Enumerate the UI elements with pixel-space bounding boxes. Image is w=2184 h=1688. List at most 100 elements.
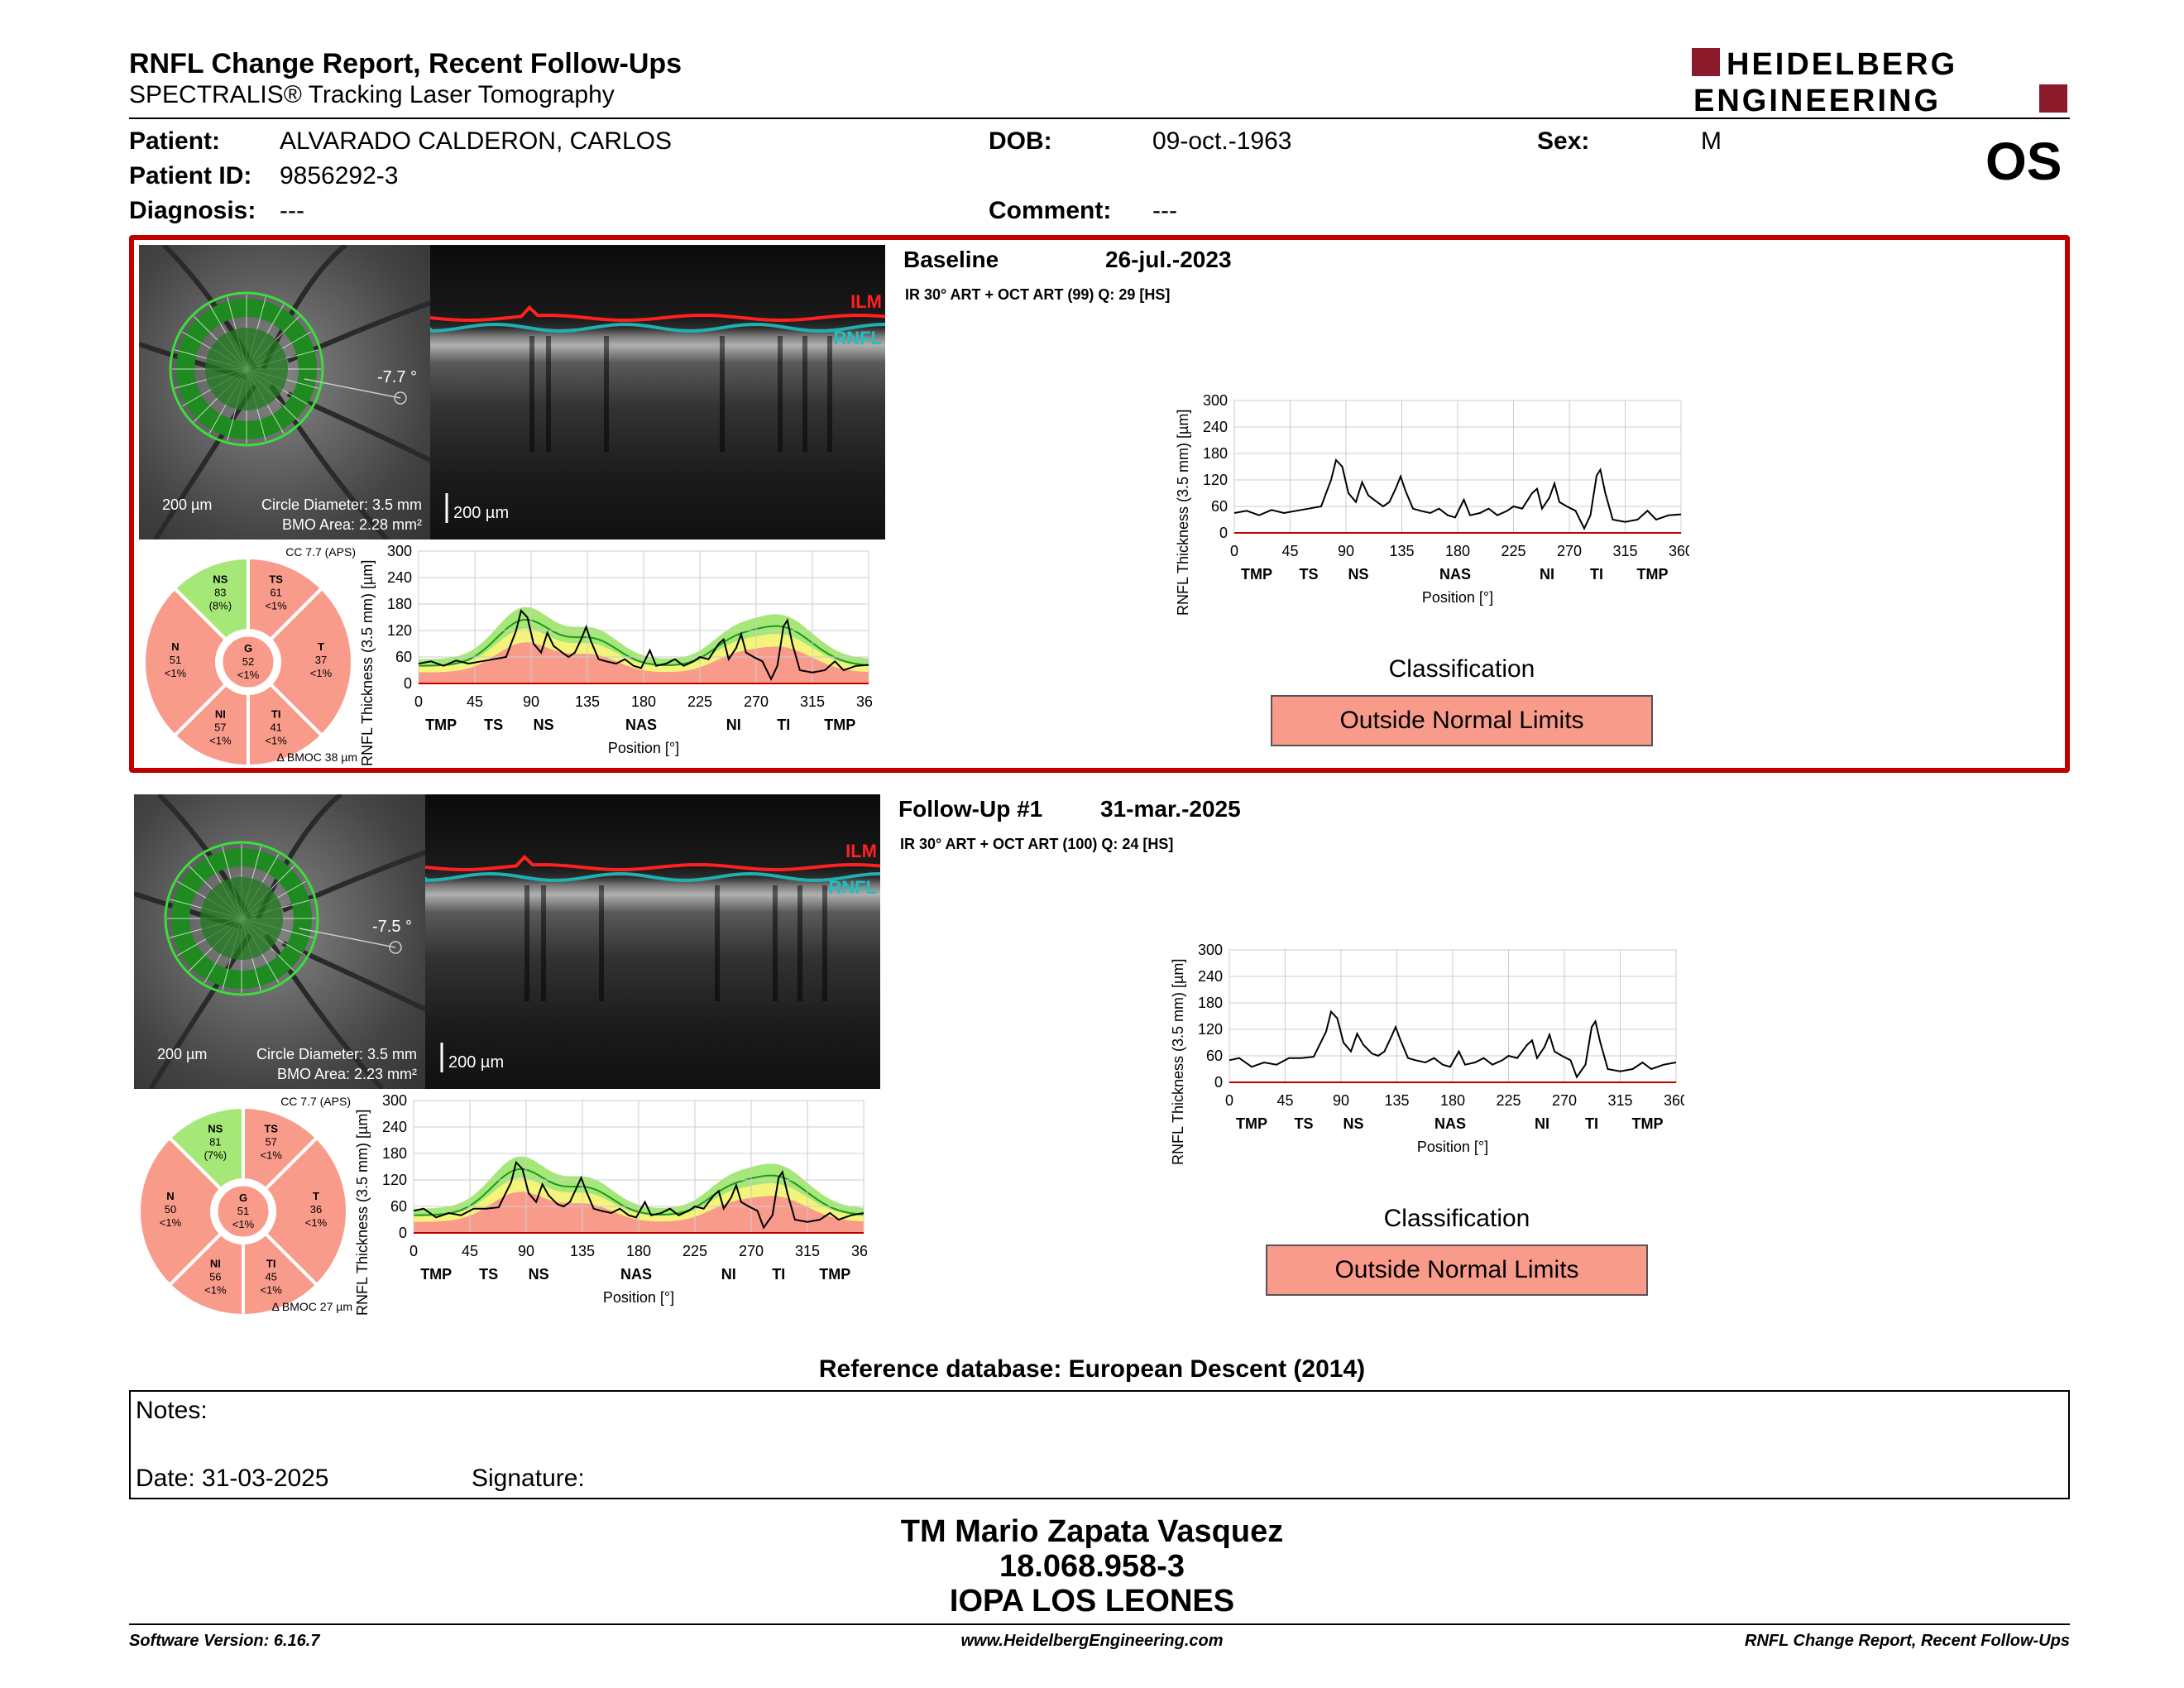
baseline-exam-date: 26-jul.-2023 — [1105, 247, 1232, 272]
followup-thickness-series-line — [1228, 1009, 1677, 1079]
baseline-sector-value: 37 — [315, 654, 327, 666]
followup-vessel-shadow — [773, 885, 778, 1001]
baseline-sector-pct: <1% — [265, 734, 287, 746]
baseline-thickness-xtick: 225 — [1501, 543, 1525, 559]
baseline-sector-n[interactable] — [142, 586, 228, 738]
baseline-vessel-shadow — [529, 336, 534, 452]
baseline-profile-sector-label: NAS — [625, 717, 657, 733]
followup-thickness-ytick: 180 — [1198, 995, 1223, 1011]
baseline-vessel-shadow — [604, 336, 609, 452]
baseline-sector-ns[interactable] — [172, 555, 250, 642]
notes-box[interactable]: Notes: Date: 31-03-2025 Signature: — [129, 1390, 2070, 1499]
followup-sector-chart[interactable]: CC 7.7 (APS)TS57<1%T36<1%TI45<1%NI56<1%N… — [129, 1094, 377, 1317]
followup-scan-info: IR 30° ART + OCT ART (100) Q: 24 [HS] — [900, 836, 1174, 852]
baseline-scan-circle — [169, 291, 324, 447]
baseline-fundus-image[interactable]: -7.7 ° 200 µm Circle Diameter: 3.5 mm BMO A… — [139, 245, 430, 539]
followup-thickness-ytick: 0 — [1214, 1074, 1223, 1091]
baseline-vessel — [286, 391, 430, 463]
baseline-thickness-xtick: 135 — [1389, 543, 1414, 559]
baseline-oct-overlay: ILM RNFL 200 µm — [430, 291, 885, 523]
followup-thickness-ytick: 60 — [1206, 1048, 1223, 1064]
baseline-thickness-sector-label: TS — [1299, 566, 1318, 583]
exam-panel-baseline[interactable]: -7.7 ° 200 µm Circle Diameter: 3.5 mm BMO A… — [129, 235, 2070, 773]
baseline-rnfl-line — [430, 323, 885, 333]
baseline-sector-pct: <1% — [165, 667, 187, 679]
baseline-sector-ti[interactable] — [247, 682, 324, 768]
baseline-sector-ni[interactable] — [172, 682, 250, 768]
followup-sector-value: 81 — [209, 1136, 221, 1149]
followup-sector-n[interactable] — [137, 1135, 223, 1288]
baseline-oct-bscan[interactable]: ILM RNFL 200 µm — [430, 245, 885, 539]
followup-profile-xtick: 0 — [410, 1243, 418, 1259]
followup-sector-ts[interactable] — [242, 1105, 319, 1192]
followup-rnfl-thickness-chart[interactable]: 06012018024030004590135180225270315360TM… — [1138, 938, 1684, 1187]
followup-thickness-xtick: 90 — [1333, 1092, 1349, 1109]
followup-bmoc: Δ BMOC 27 µm — [271, 1300, 352, 1313]
exam-panel-followup[interactable]: -7.5 ° 200 µm Circle Diameter: 3.5 mm BMO A… — [129, 789, 2070, 1327]
baseline-sector-ts[interactable] — [247, 555, 324, 642]
baseline-thickness-ytick: 300 — [1203, 392, 1228, 409]
baseline-profile-sector-label: TMP — [425, 717, 457, 733]
baseline-sector-value: 51 — [170, 654, 181, 666]
followup-sector-value: 51 — [237, 1205, 249, 1217]
baseline-thickness-xtick: 315 — [1612, 543, 1637, 559]
followup-sector-t[interactable] — [263, 1135, 349, 1288]
followup-vessel — [281, 941, 425, 1012]
baseline-bmoc: Δ BMOC 38 µm — [276, 750, 357, 764]
followup-rnfl-label: RNFL — [828, 877, 877, 898]
baseline-profile-xtick: 225 — [687, 693, 712, 710]
baseline-profile-series-line — [418, 608, 869, 681]
baseline-profile-xtick: 180 — [631, 693, 656, 710]
followup-sector-pct: <1% — [305, 1216, 328, 1229]
followup-vessel-shadow — [599, 885, 604, 1001]
followup-profile-ytick: 0 — [399, 1225, 407, 1241]
baseline-ilm-line — [430, 305, 885, 322]
baseline-sector-value: 57 — [214, 721, 226, 733]
header-rule — [129, 117, 2070, 119]
followup-sector-ti[interactable] — [242, 1231, 319, 1317]
followup-sector-pct: <1% — [232, 1218, 255, 1230]
baseline-sector-value: 52 — [242, 655, 254, 668]
baseline-sector-pct: <1% — [265, 600, 287, 612]
baseline-thickness-series-line — [1233, 458, 1682, 531]
followup-sector-value: 36 — [310, 1203, 322, 1216]
followup-oct-scale: 200 µm — [448, 1053, 504, 1072]
diagnosis-value: --- — [280, 197, 304, 224]
followup-rnfl-profile-chart[interactable]: 06012018024030004590135180225270315360TM… — [354, 1089, 867, 1321]
followup-sector-ni[interactable] — [167, 1231, 245, 1317]
baseline-rnfl-thickness-chart[interactable]: 06012018024030004590135180225270315360TM… — [1143, 389, 1689, 637]
followup-sector-pct: <1% — [204, 1283, 227, 1296]
followup-thickness-xtick: 315 — [1607, 1092, 1632, 1109]
followup-profile-ytick: 120 — [382, 1172, 407, 1188]
followup-sector-name: NS — [208, 1123, 223, 1135]
comment-label: Comment: — [989, 197, 1112, 224]
followup-thickness-ytick: 240 — [1198, 968, 1223, 985]
baseline-sector-t[interactable] — [268, 586, 354, 738]
baseline-profile-xtick: 360 — [856, 693, 872, 710]
baseline-sector-name: T — [318, 640, 324, 653]
followup-thickness-sector-label: TS — [1294, 1115, 1313, 1132]
baseline-rnfl-profile-chart[interactable]: 06012018024030004590135180225270315360TM… — [359, 539, 872, 771]
baseline-oct-scale: 200 µm — [453, 504, 509, 522]
followup-sector-ns[interactable] — [167, 1105, 245, 1192]
baseline-scan-info: IR 30° ART + OCT ART (99) Q: 29 [HS] — [905, 286, 1171, 303]
followup-sector-g[interactable] — [215, 1183, 271, 1240]
baseline-sector-g[interactable] — [220, 634, 276, 690]
followup-profile-xtick: 270 — [739, 1243, 764, 1259]
followup-profile-plot: 06012018024030004590135180225270315360TM… — [354, 1092, 867, 1316]
baseline-bmo-area: BMO Area: 2.28 mm² — [282, 516, 422, 533]
baseline-sector-chart[interactable]: CC 7.7 (APS)TS61<1%T37<1%TI41<1%NI57<1%N… — [134, 544, 382, 768]
footer-website[interactable]: www.HeidelbergEngineering.com — [960, 1632, 1224, 1650]
baseline-sector-pct: <1% — [209, 734, 232, 746]
baseline-profile-xlabel: Position [°] — [608, 740, 679, 756]
followup-fundus-image[interactable]: -7.5 ° 200 µm Circle Diameter: 3.5 mm BMO A… — [134, 794, 425, 1089]
followup-oct-bscan[interactable]: ILM RNFL 200 µm — [425, 794, 880, 1089]
baseline-profile-ylabel: RNFL Thickness (3.5 mm) [µm] — [359, 560, 376, 766]
footer-rule — [129, 1623, 2070, 1625]
baseline-thickness-xtick: 90 — [1338, 543, 1354, 559]
followup-classification-result: Outside Normal Limits — [1266, 1244, 1648, 1296]
followup-profile-sector-label: NI — [721, 1266, 736, 1283]
followup-sector-pct: <1% — [260, 1283, 282, 1296]
sex-label: Sex: — [1537, 127, 1590, 155]
comment-value: --- — [1152, 197, 1177, 224]
